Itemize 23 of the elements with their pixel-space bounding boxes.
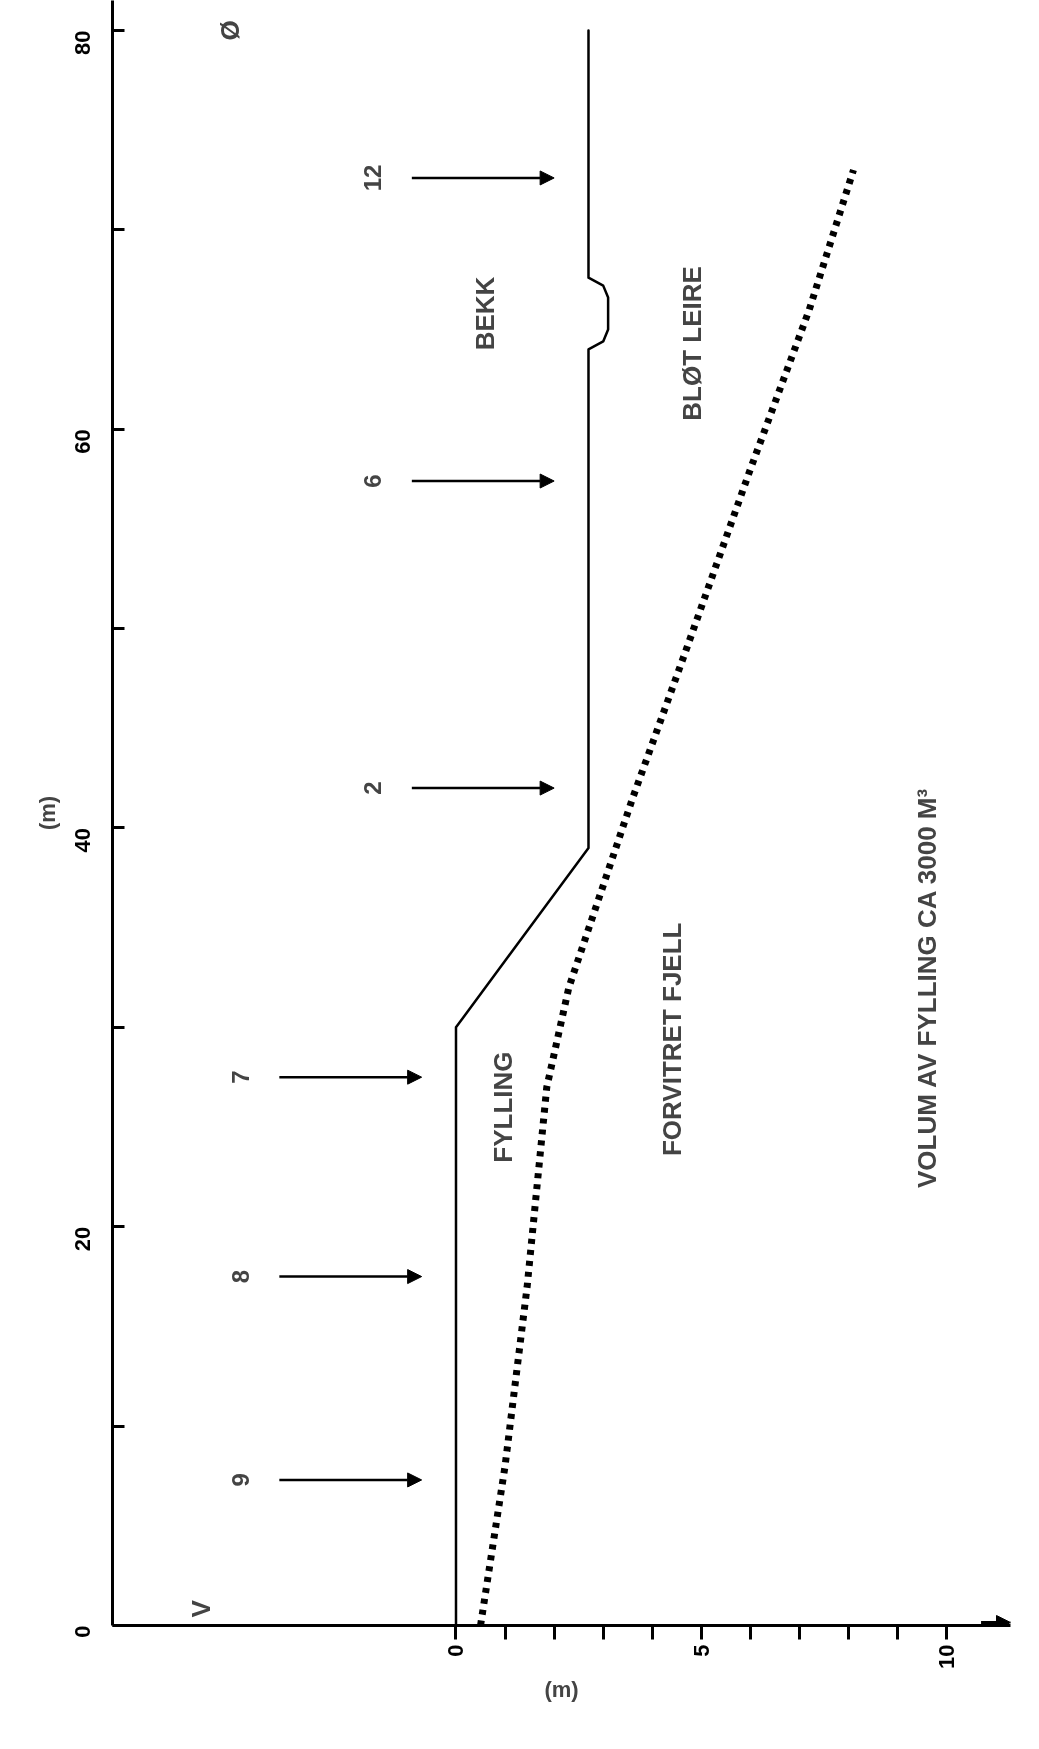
x-tick-label: 5 bbox=[688, 1644, 714, 1657]
annotation: FYLLING bbox=[487, 1051, 518, 1163]
annotation: 8 bbox=[226, 1269, 254, 1284]
annotation: Ø bbox=[215, 20, 246, 41]
x-tick-label: 0 bbox=[443, 1644, 469, 1657]
annotation: V bbox=[185, 1599, 216, 1618]
annotation: FORVITRET FJELL bbox=[656, 922, 687, 1157]
y-axis-title: (m) bbox=[34, 795, 60, 831]
annotation: VOLUM AV FYLLING CA 3000 M³ bbox=[912, 788, 943, 1189]
annotation: BLØT LEIRE bbox=[676, 266, 707, 421]
annotation: 6 bbox=[359, 474, 387, 488]
y-tick-label: 40 bbox=[70, 827, 95, 853]
y-tick-label: 80 bbox=[70, 30, 95, 55]
annotation: BEKK bbox=[470, 276, 501, 351]
annotation: 12 bbox=[359, 164, 387, 192]
y-tick-label: 0 bbox=[70, 1625, 95, 1638]
annotation: 9 bbox=[226, 1473, 254, 1487]
annotation: 7 bbox=[226, 1070, 254, 1084]
annotation: 2 bbox=[359, 781, 387, 795]
y-tick-label: 60 bbox=[70, 429, 95, 454]
x-tick-label: 10 bbox=[934, 1644, 960, 1669]
x-axis-title: (m) bbox=[544, 1676, 579, 1702]
y-tick-label: 20 bbox=[70, 1226, 95, 1252]
